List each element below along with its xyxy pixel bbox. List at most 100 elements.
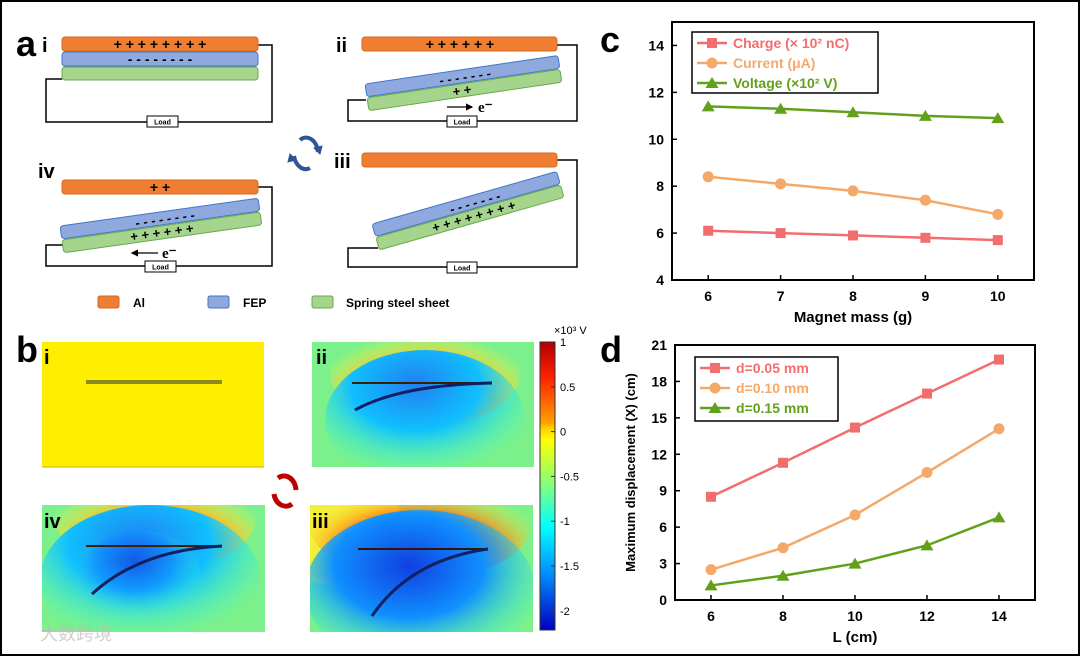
y-tick-label: 9 bbox=[659, 483, 667, 499]
sublabel-b-iii: iii bbox=[312, 511, 329, 533]
charges: + + bbox=[452, 82, 473, 100]
wire bbox=[178, 44, 273, 123]
x-axis-label: Magnet mass (g) bbox=[794, 309, 912, 326]
wire bbox=[45, 244, 145, 267]
wire bbox=[347, 247, 447, 268]
y-tick-label: 18 bbox=[651, 373, 667, 389]
potential-map-iii: iii bbox=[310, 505, 533, 632]
load-label: Load bbox=[152, 265, 169, 272]
cycle-arrows-icon bbox=[271, 473, 299, 509]
y-tick-label: 12 bbox=[648, 84, 664, 100]
colorbar-unit: ×10³ V bbox=[554, 325, 587, 337]
y-tick-label: 6 bbox=[656, 225, 664, 241]
panel-label-d: d bbox=[600, 329, 622, 370]
data-point-square bbox=[707, 38, 717, 48]
data-point-circle bbox=[777, 542, 789, 554]
data-point-triangle bbox=[920, 539, 934, 551]
colorbar-tick-label: -2 bbox=[560, 606, 570, 618]
legend-label: Voltage (×10² V) bbox=[733, 75, 837, 91]
sublabel-b-i: i bbox=[44, 347, 50, 369]
data-point-circle bbox=[709, 382, 721, 394]
data-point-circle bbox=[775, 178, 787, 190]
sublabel-a-ii: ii bbox=[336, 35, 347, 57]
al-layer bbox=[361, 152, 558, 168]
data-point-square bbox=[775, 228, 786, 239]
legend-swatch-al bbox=[97, 295, 120, 309]
charges: + + + + + + + + bbox=[114, 36, 207, 52]
y-tick-label: 0 bbox=[659, 592, 667, 608]
data-point-circle bbox=[919, 194, 931, 206]
data-point-triangle bbox=[704, 579, 718, 591]
x-tick-label: 6 bbox=[707, 608, 715, 624]
colorbar-tick-label: 0.5 bbox=[560, 382, 575, 394]
y-tick-label: 12 bbox=[651, 446, 667, 462]
data-point-triangle bbox=[918, 109, 932, 121]
fep-layer bbox=[59, 198, 260, 239]
sublabel-b-ii: ii bbox=[316, 347, 327, 369]
sublabel-b-iv: iv bbox=[44, 511, 62, 533]
y-tick-label: 10 bbox=[648, 131, 664, 147]
y-tick-label: 3 bbox=[659, 556, 667, 572]
load-label: Load bbox=[154, 120, 171, 127]
panel-a-i: i + + + + + + + + - - - - - - - - Load bbox=[42, 35, 273, 128]
x-tick-label: 12 bbox=[919, 608, 935, 624]
legend-label: FEP bbox=[243, 296, 266, 310]
data-point-triangle bbox=[701, 100, 715, 112]
y-tick-label: 21 bbox=[651, 337, 667, 353]
data-point-triangle bbox=[991, 112, 1005, 124]
fep-layer bbox=[61, 51, 259, 67]
data-point-circle bbox=[992, 208, 1004, 220]
wire bbox=[477, 44, 578, 122]
load-label: Load bbox=[454, 120, 471, 127]
panel-label-a: a bbox=[16, 23, 37, 64]
x-tick-label: 10 bbox=[847, 608, 863, 624]
data-point-circle bbox=[705, 564, 717, 576]
data-point-square bbox=[994, 354, 1004, 365]
fep-layer bbox=[364, 55, 560, 97]
x-tick-label: 7 bbox=[777, 288, 785, 304]
cycle-arrows-icon bbox=[287, 135, 323, 172]
y-axis-label: Maximum displacement (X) (cm) bbox=[623, 373, 638, 572]
potential-map-ii: ii bbox=[312, 342, 534, 467]
x-tick-label: 10 bbox=[990, 288, 1006, 304]
wire bbox=[176, 186, 273, 267]
panel-label-c: c bbox=[600, 19, 620, 60]
data-point-square bbox=[992, 235, 1003, 246]
y-tick-label: 8 bbox=[656, 178, 664, 194]
x-tick-label: 6 bbox=[704, 288, 712, 304]
data-point-triangle bbox=[848, 557, 862, 569]
y-tick-label: 6 bbox=[659, 519, 667, 535]
legend-label: Current (μA) bbox=[733, 55, 815, 71]
load-box bbox=[144, 260, 177, 273]
data-point-square bbox=[848, 230, 858, 241]
x-tick-label: 9 bbox=[922, 288, 930, 304]
chart-c: 6 7 8 9 10 4 6 8 10 12 14 Magnet mass (g) Charge (× … bbox=[648, 21, 1035, 326]
charges: - - - - - - - - bbox=[128, 51, 193, 67]
colorbar-tick-label: -1 bbox=[560, 516, 570, 528]
electron-label: e⁻ bbox=[478, 100, 493, 116]
steel-layer bbox=[376, 185, 564, 250]
colorbar-tick-label: -1.5 bbox=[560, 561, 579, 573]
panel-a-ii: ii + + + + + + - - - - - - - + + e⁻ Load bbox=[336, 35, 578, 128]
legend-label: d=0.10 mm bbox=[736, 380, 809, 396]
x-tick-label: 8 bbox=[849, 288, 857, 304]
charges: + + bbox=[150, 179, 170, 195]
data-point-circle bbox=[849, 509, 861, 521]
data-point-square bbox=[778, 457, 788, 468]
charges: + + + + + + bbox=[426, 36, 495, 52]
y-tick-label: 4 bbox=[656, 272, 664, 288]
data-point-square bbox=[850, 422, 860, 433]
legend-swatch-steel bbox=[311, 295, 334, 309]
x-axis-label: L (cm) bbox=[833, 629, 878, 646]
load-box bbox=[446, 115, 478, 128]
data-point-circle bbox=[921, 467, 933, 478]
data-point-triangle bbox=[708, 402, 722, 413]
data-point-square bbox=[710, 363, 720, 373]
al-layer bbox=[61, 36, 259, 52]
al-layer bbox=[361, 36, 558, 52]
wire bbox=[347, 99, 447, 122]
steel-layer bbox=[61, 66, 259, 81]
steel-layer bbox=[366, 69, 562, 111]
potential-map-i: i bbox=[42, 342, 264, 468]
wire bbox=[45, 78, 147, 123]
